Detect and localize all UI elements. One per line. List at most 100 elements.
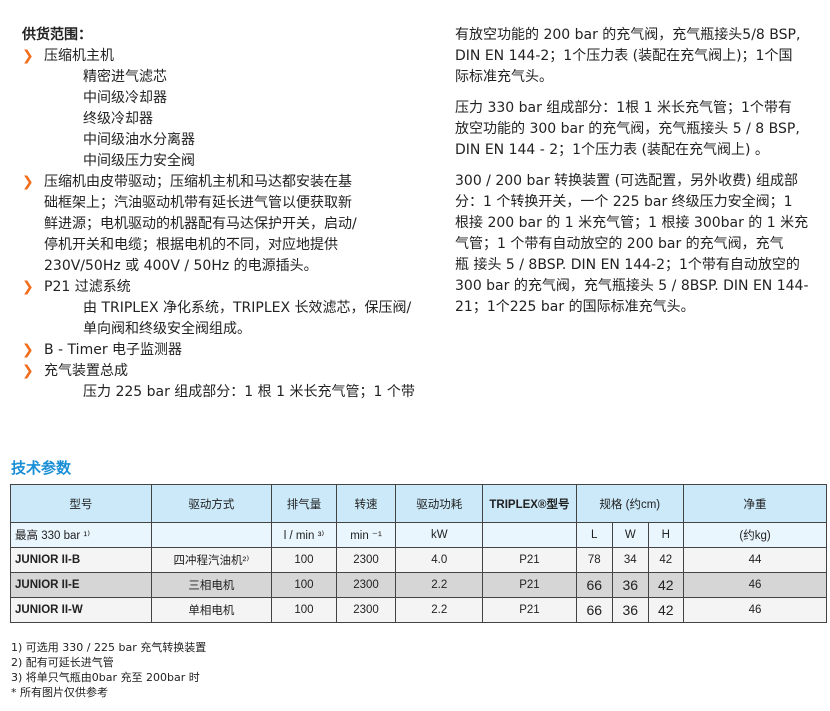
table-row: JUNIOR II-E 三相电机 100 2300 2.2 P21 66 36 42 46	[10, 572, 827, 598]
footnote: 2) 配有可延长进气管	[11, 656, 114, 669]
right-column: 有放空功能的 200 bar 的充气阀，充气瓶接头5/8 BSP, DIN EN …	[455, 25, 825, 328]
table-cell: 66	[575, 572, 613, 598]
text-line: 压力 330 bar 组成部分：1根 1 米长充气管；1个带有	[455, 100, 792, 116]
header-cell: 规格 (约cm)	[575, 484, 685, 523]
text-line: 300 / 200 bar 转换装置 (可选配置，另外收费) 组成部	[455, 173, 799, 189]
bullet-line: 压缩机由皮带驱动；压缩机主机和马达都安装在基	[44, 174, 352, 190]
table-cell: 2300	[335, 547, 397, 573]
unit-cell: kW	[395, 522, 484, 548]
bullet-label: 压缩机主机	[44, 48, 114, 64]
header-cell: 驱动功耗	[395, 484, 484, 523]
sub-item: 由 TRIPLEX 净化系统，TRIPLEX 长效滤芯，保压阀/	[83, 300, 412, 316]
table-cell: 36	[612, 597, 649, 623]
bullet-label: 充气装置总成	[44, 363, 128, 379]
text-line: 际标准充气头。	[455, 69, 553, 85]
table-cell: 78	[575, 547, 613, 573]
chevron-right-icon: ❯	[22, 174, 34, 190]
table-cell: 2.2	[395, 572, 484, 598]
table-cell: 36	[612, 572, 649, 598]
text-line: 气管；1 个带有自动放空的 200 bar 的充气阀，充气	[455, 236, 784, 252]
header-cell: 驱动方式	[150, 484, 273, 523]
table-row: JUNIOR II-B 四冲程汽油机²⁾ 100 2300 4.0 P21 78 34 42 44	[10, 547, 827, 573]
table-cell: P21	[482, 597, 577, 623]
table-cell: 2.2	[395, 597, 484, 623]
table-cell: 46	[683, 572, 827, 598]
bullet-item: ❯ P21 过滤系统由 TRIPLEX 净化系统，TRIPLEX 长效滤芯，保压阀…	[22, 277, 442, 340]
chevron-right-icon: ❯	[22, 279, 34, 295]
paragraph: 有放空功能的 200 bar 的充气阀，充气瓶接头5/8 BSP, DIN EN …	[455, 25, 825, 88]
text-line: 21；1个225 bar 的国际标准充气头。	[455, 299, 695, 315]
bullet-line: 础框架上；汽油驱动机带有延长进气管以便获取新	[44, 195, 352, 211]
footnote: 3) 将单只气瓶由0bar 充至 200bar 时	[11, 671, 200, 684]
table-cell: 三相电机	[150, 572, 273, 598]
footnote: * 所有图片仅供参考	[11, 686, 108, 699]
bullet-item: ❯ 压缩机主机精密进气滤芯 中间级冷却器 终级冷却器中间级油水分离器 中间级压力安全阀	[22, 46, 442, 172]
bullet-label: B - Timer 电子监测器	[44, 342, 183, 358]
footnotes: 1) 可选用 330 / 225 bar 充气转换装置 2) 配有可延长进气管 3)…	[11, 640, 206, 700]
sub-item: 中间级压力安全阀	[83, 153, 195, 169]
unit-cell: (约kg)	[683, 522, 827, 548]
chevron-right-icon: ❯	[22, 342, 34, 358]
spec-table: 型号 驱动方式 排气量 转速 驱动功耗 TRIPLEX®型号 规格 (约cm) 净重 最高 3…	[10, 484, 827, 623]
bullet-item: ❯ 压缩机由皮带驱动；压缩机主机和马达都安装在基 础框架上；汽油驱动机带有延长进气管…	[22, 172, 442, 277]
text-line: 有放空功能的 200 bar 的充气阀，充气瓶接头5/8 BSP,	[455, 27, 801, 43]
sub-item: 终级冷却器	[83, 111, 153, 127]
sub-item: 单向阀和终级安全阀组成。	[83, 321, 251, 337]
header-cell: 转速	[335, 484, 397, 523]
table-cell: 44	[683, 547, 827, 573]
header-cell: TRIPLEX®型号	[482, 484, 577, 523]
bullet-line: 停机开关和电缆；根据电机的不同，对应地提供	[44, 237, 338, 253]
bullet-line: 230V/50Hz 或 400V / 50Hz 的电源插头。	[44, 258, 318, 274]
bullet-line: 鲜进源；电机驱动的机器配有马达保护开关，启动/	[44, 216, 357, 232]
paragraph: 300 / 200 bar 转换装置 (可选配置，另外收费) 组成部 分：1 个转…	[455, 171, 825, 318]
table-cell: 42	[647, 547, 685, 573]
text-line: 放空功能的 300 bar 的充气阀，充气瓶接头 5 / 8 BSP,	[455, 121, 800, 137]
text-line: DIN EN 144 - 2；1个压力表 (装配在充气阀上) 。	[455, 142, 769, 158]
table-cell: 4.0	[395, 547, 484, 573]
table-cell: 100	[271, 597, 337, 623]
text-line: 根接 200 bar 的 1 米充气管；1 根接 300bar 的 1 米充	[455, 215, 809, 231]
sub-item: 中间级油水分离器	[83, 132, 195, 148]
scope-column: 供货范围： ❯ 压缩机主机精密进气滤芯 中间级冷却器 终级冷却器中间级油水分离器 中间级…	[22, 25, 442, 403]
unit-cell: H	[647, 522, 685, 548]
unit-cell: 最高 330 bar ¹⁾	[10, 522, 152, 548]
text-line: 分：1 个转换开关，一个 225 bar 终级压力安全阀；1	[455, 194, 793, 210]
table-row: JUNIOR II-W 单相电机 100 2300 2.2 P21 66 36 42 46	[10, 597, 827, 623]
table-cell: 42	[647, 597, 685, 623]
sub-item: 压力 225 bar 组成部分：1 根 1 米长充气管；1 个带	[83, 384, 415, 400]
table-cell: P21	[482, 572, 577, 598]
bullet-label: P21 过滤系统	[44, 279, 131, 295]
paragraph: 压力 330 bar 组成部分：1根 1 米长充气管；1个带有 放空功能的 300…	[455, 98, 825, 161]
chevron-right-icon: ❯	[22, 363, 34, 379]
table-cell: 42	[647, 572, 685, 598]
text-line: 300 bar 的充气阀，充气瓶接头 5 / 8BSP. DIN EN 144-	[455, 278, 809, 294]
text-line: 瓶 接头 5 / 8BSP. DIN EN 144-2；1个带有自动放空的	[455, 257, 800, 273]
scope-title: 供货范围：	[22, 27, 92, 43]
header-cell: 排气量	[271, 484, 337, 523]
table-cell: 四冲程汽油机²⁾	[150, 547, 273, 573]
table-cell: 2300	[335, 597, 397, 623]
bullet-item: ❯ 充气装置总成压力 225 bar 组成部分：1 根 1 米长充气管；1 个带	[22, 361, 442, 403]
table-cell: 单相电机	[150, 597, 273, 623]
table-cell: JUNIOR II-E	[10, 572, 152, 598]
bullet-item: ❯ B - Timer 电子监测器	[22, 340, 442, 361]
table-cell: 46	[683, 597, 827, 623]
table-cell: 100	[271, 547, 337, 573]
sub-item: 中间级冷却器	[83, 90, 167, 106]
table-cell: JUNIOR II-B	[10, 547, 152, 573]
unit-cell	[150, 522, 273, 548]
unit-cell: l / min ³⁾	[271, 522, 337, 548]
unit-cell: W	[612, 522, 649, 548]
table-cell: 34	[612, 547, 649, 573]
table-cell: JUNIOR II-W	[10, 597, 152, 623]
table-cell: 100	[271, 572, 337, 598]
tech-title: 技术参数	[11, 459, 72, 477]
chevron-right-icon: ❯	[22, 48, 34, 64]
unit-cell: min ⁻¹	[335, 522, 397, 548]
table-cell: 2300	[335, 572, 397, 598]
table-cell: P21	[482, 547, 577, 573]
header-cell: 净重	[683, 484, 827, 523]
table-cell: 66	[575, 597, 613, 623]
sub-item: 精密进气滤芯	[83, 69, 167, 85]
unit-cell: L	[575, 522, 613, 548]
